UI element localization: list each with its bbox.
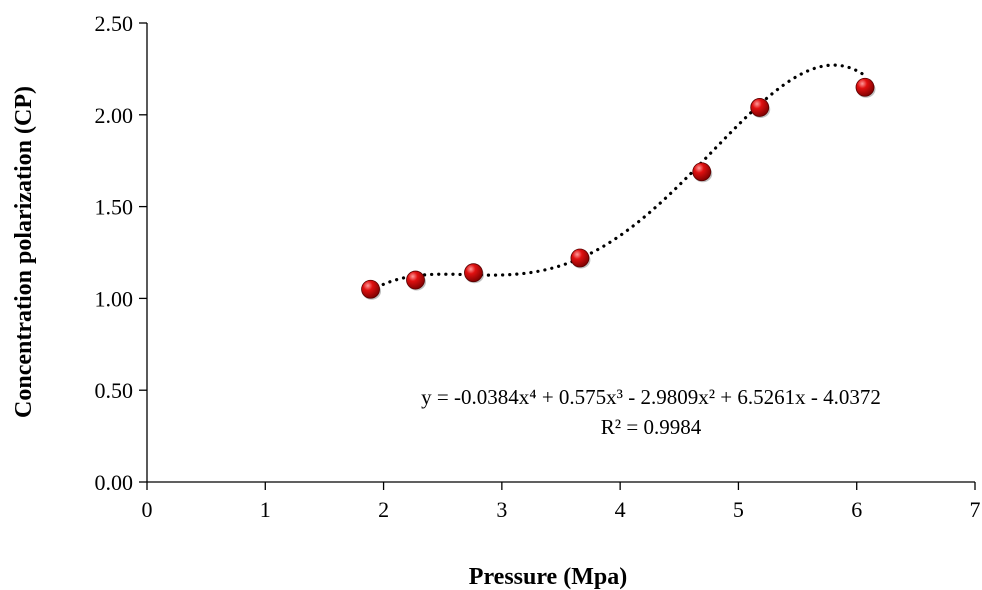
x-tick-label: 5 (733, 497, 744, 522)
y-tick-label: 0.00 (95, 470, 134, 495)
y-tick-label: 2.50 (95, 11, 134, 36)
data-point (692, 162, 712, 182)
r-squared-label: R² = 0.9984 (601, 415, 702, 439)
labels-group: Pressure (Mpa) Concentration polarizatio… (11, 86, 881, 590)
x-tick-label: 7 (970, 497, 981, 522)
data-points (361, 77, 876, 300)
x-axis-title: Pressure (Mpa) (469, 564, 627, 590)
x-tick-label: 1 (260, 497, 271, 522)
y-tick-label: 0.50 (95, 378, 134, 403)
y-tick-label: 2.00 (95, 103, 134, 128)
data-point (406, 270, 425, 290)
data-point (750, 98, 770, 117)
data-point (464, 263, 483, 283)
data-point (361, 279, 380, 299)
y-tick-label: 1.00 (95, 286, 134, 311)
data-point (855, 77, 875, 97)
data-point (570, 248, 590, 268)
axes: 0 1 2 3 4 5 6 7 0.00 0.50 1.00 1.50 2.00 2.50 (95, 11, 981, 522)
y-axis-title: Concentration polarization (CP) (11, 86, 37, 418)
y-tick-label: 1.50 (95, 195, 134, 220)
trendline-group (368, 63, 867, 293)
x-tick-label: 0 (142, 497, 153, 522)
x-tick-label: 4 (615, 497, 626, 522)
x-tick-label: 3 (496, 497, 507, 522)
x-tick-label: 2 (378, 497, 389, 522)
trendline-path (368, 63, 867, 293)
trendline-equation: y = -0.0384x⁴ + 0.575x³ - 2.9809x² + 6.5… (421, 385, 881, 409)
x-tick-label: 6 (851, 497, 862, 522)
